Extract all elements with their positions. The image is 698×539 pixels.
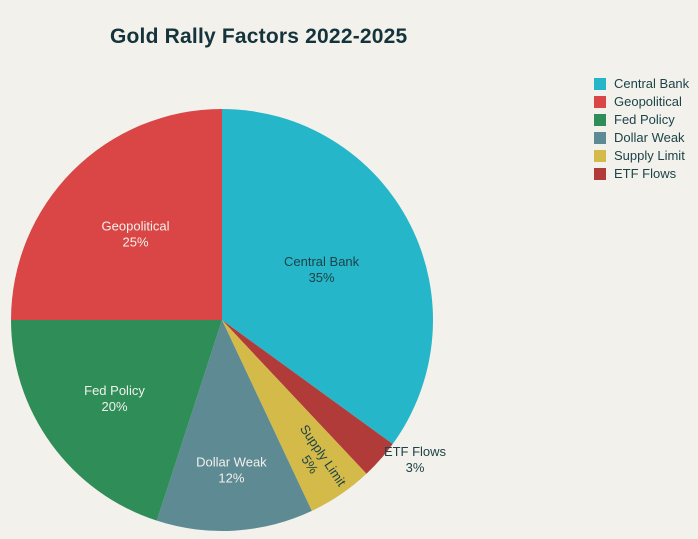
legend-item-etf-flows[interactable]: ETF Flows — [594, 166, 689, 181]
legend-label: Geopolitical — [614, 94, 682, 109]
legend: Central Bank Geopolitical Fed Policy Dollar… — [594, 76, 690, 181]
pie-slice-fed-policy[interactable] — [11, 320, 222, 521]
legend-swatch-icon — [594, 95, 606, 108]
legend-item-fed-policy[interactable]: Fed Policy — [594, 112, 689, 127]
legend-swatch-icon — [594, 113, 606, 126]
pie-slice-supply-limit[interactable] — [222, 320, 367, 511]
legend-label: Dollar Weak — [614, 130, 685, 145]
pie-label-etf-flows: ETF Flows 3% — [384, 444, 447, 475]
legend-swatch-icon — [594, 77, 606, 90]
chart-title: Gold Rally Factors 2022-2025 — [110, 25, 408, 48]
pie-label-fed-policy: Fed Policy 20% — [84, 383, 145, 414]
legend-label: Central Bank — [614, 76, 690, 91]
legend-item-central-bank[interactable]: Central Bank — [594, 76, 690, 91]
pie-label-central-bank: Central Bank 35% — [284, 254, 360, 285]
pie-slice-central-bank[interactable] — [222, 109, 433, 445]
legend-swatch-icon — [594, 167, 606, 180]
pie-slice-dollar-weak[interactable] — [156, 320, 312, 531]
legend-swatch-icon — [594, 131, 606, 144]
legend-item-dollar-weak[interactable]: Dollar Weak — [594, 130, 689, 145]
pie-slice-etf-flows[interactable] — [222, 320, 393, 474]
pie-slice-geopolitical[interactable] — [11, 109, 222, 320]
legend-item-supply-limit[interactable]: Supply Limit — [594, 148, 689, 163]
legend-label: Fed Policy — [614, 112, 675, 127]
legend-swatch-icon — [594, 149, 606, 162]
legend-label: Supply Limit — [614, 148, 685, 163]
pie-label-geopolitical: Geopolitical 25% — [102, 219, 170, 250]
legend-item-geopolitical[interactable]: Geopolitical — [594, 94, 689, 109]
pie-label-dollar-weak: Dollar Weak 12% — [196, 455, 267, 486]
legend-label: ETF Flows — [614, 166, 677, 181]
